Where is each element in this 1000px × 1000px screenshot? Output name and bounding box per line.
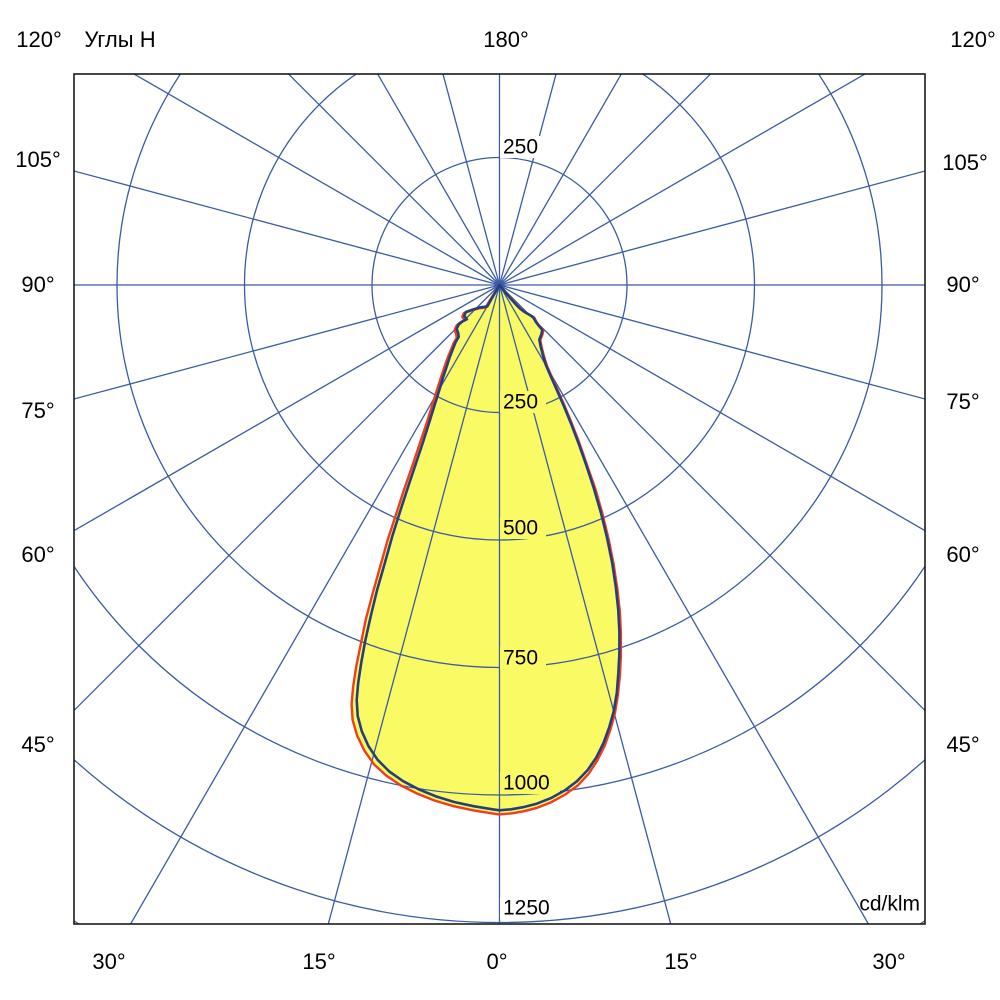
angle-label-right-105: 105° xyxy=(942,150,988,175)
angle-label-top-left-120: 120° xyxy=(16,27,62,52)
ring-label-1250: 1250 xyxy=(503,896,550,920)
angle-label-left-90: 90° xyxy=(21,272,55,297)
plot-frame xyxy=(73,73,926,925)
angle-label-bottom-15-left: 15° xyxy=(302,949,336,974)
ring-label-250: 250 xyxy=(503,390,539,414)
unit-label-cd-klm: cd/klm xyxy=(859,892,920,916)
angle-label-left-60: 60° xyxy=(21,542,55,567)
ring-label-250-top: 250 xyxy=(503,135,539,159)
angle-label-bottom-30-right: 30° xyxy=(872,949,906,974)
angle-label-right-45: 45° xyxy=(946,732,980,757)
angle-label-bottom-0: 0° xyxy=(486,949,508,974)
angle-label-right-75: 75° xyxy=(946,389,980,414)
angle-label-bottom-30-left: 30° xyxy=(92,949,126,974)
ring-label-1000: 1000 xyxy=(503,771,550,795)
ring-label-500: 500 xyxy=(503,516,539,540)
angle-label-right-60: 60° xyxy=(946,542,980,567)
angle-label-top-180: 180° xyxy=(483,27,529,52)
chart-title-angles-h: Углы H xyxy=(84,27,156,52)
angle-label-left-45: 45° xyxy=(21,732,55,757)
angle-label-top-right-120: 120° xyxy=(950,27,996,52)
angle-label-right-90: 90° xyxy=(946,272,980,297)
angle-label-left-105: 105° xyxy=(15,147,61,172)
ring-label-750: 750 xyxy=(503,646,539,670)
angle-label-bottom-15-right: 15° xyxy=(664,949,698,974)
angle-label-left-75: 75° xyxy=(21,398,55,423)
